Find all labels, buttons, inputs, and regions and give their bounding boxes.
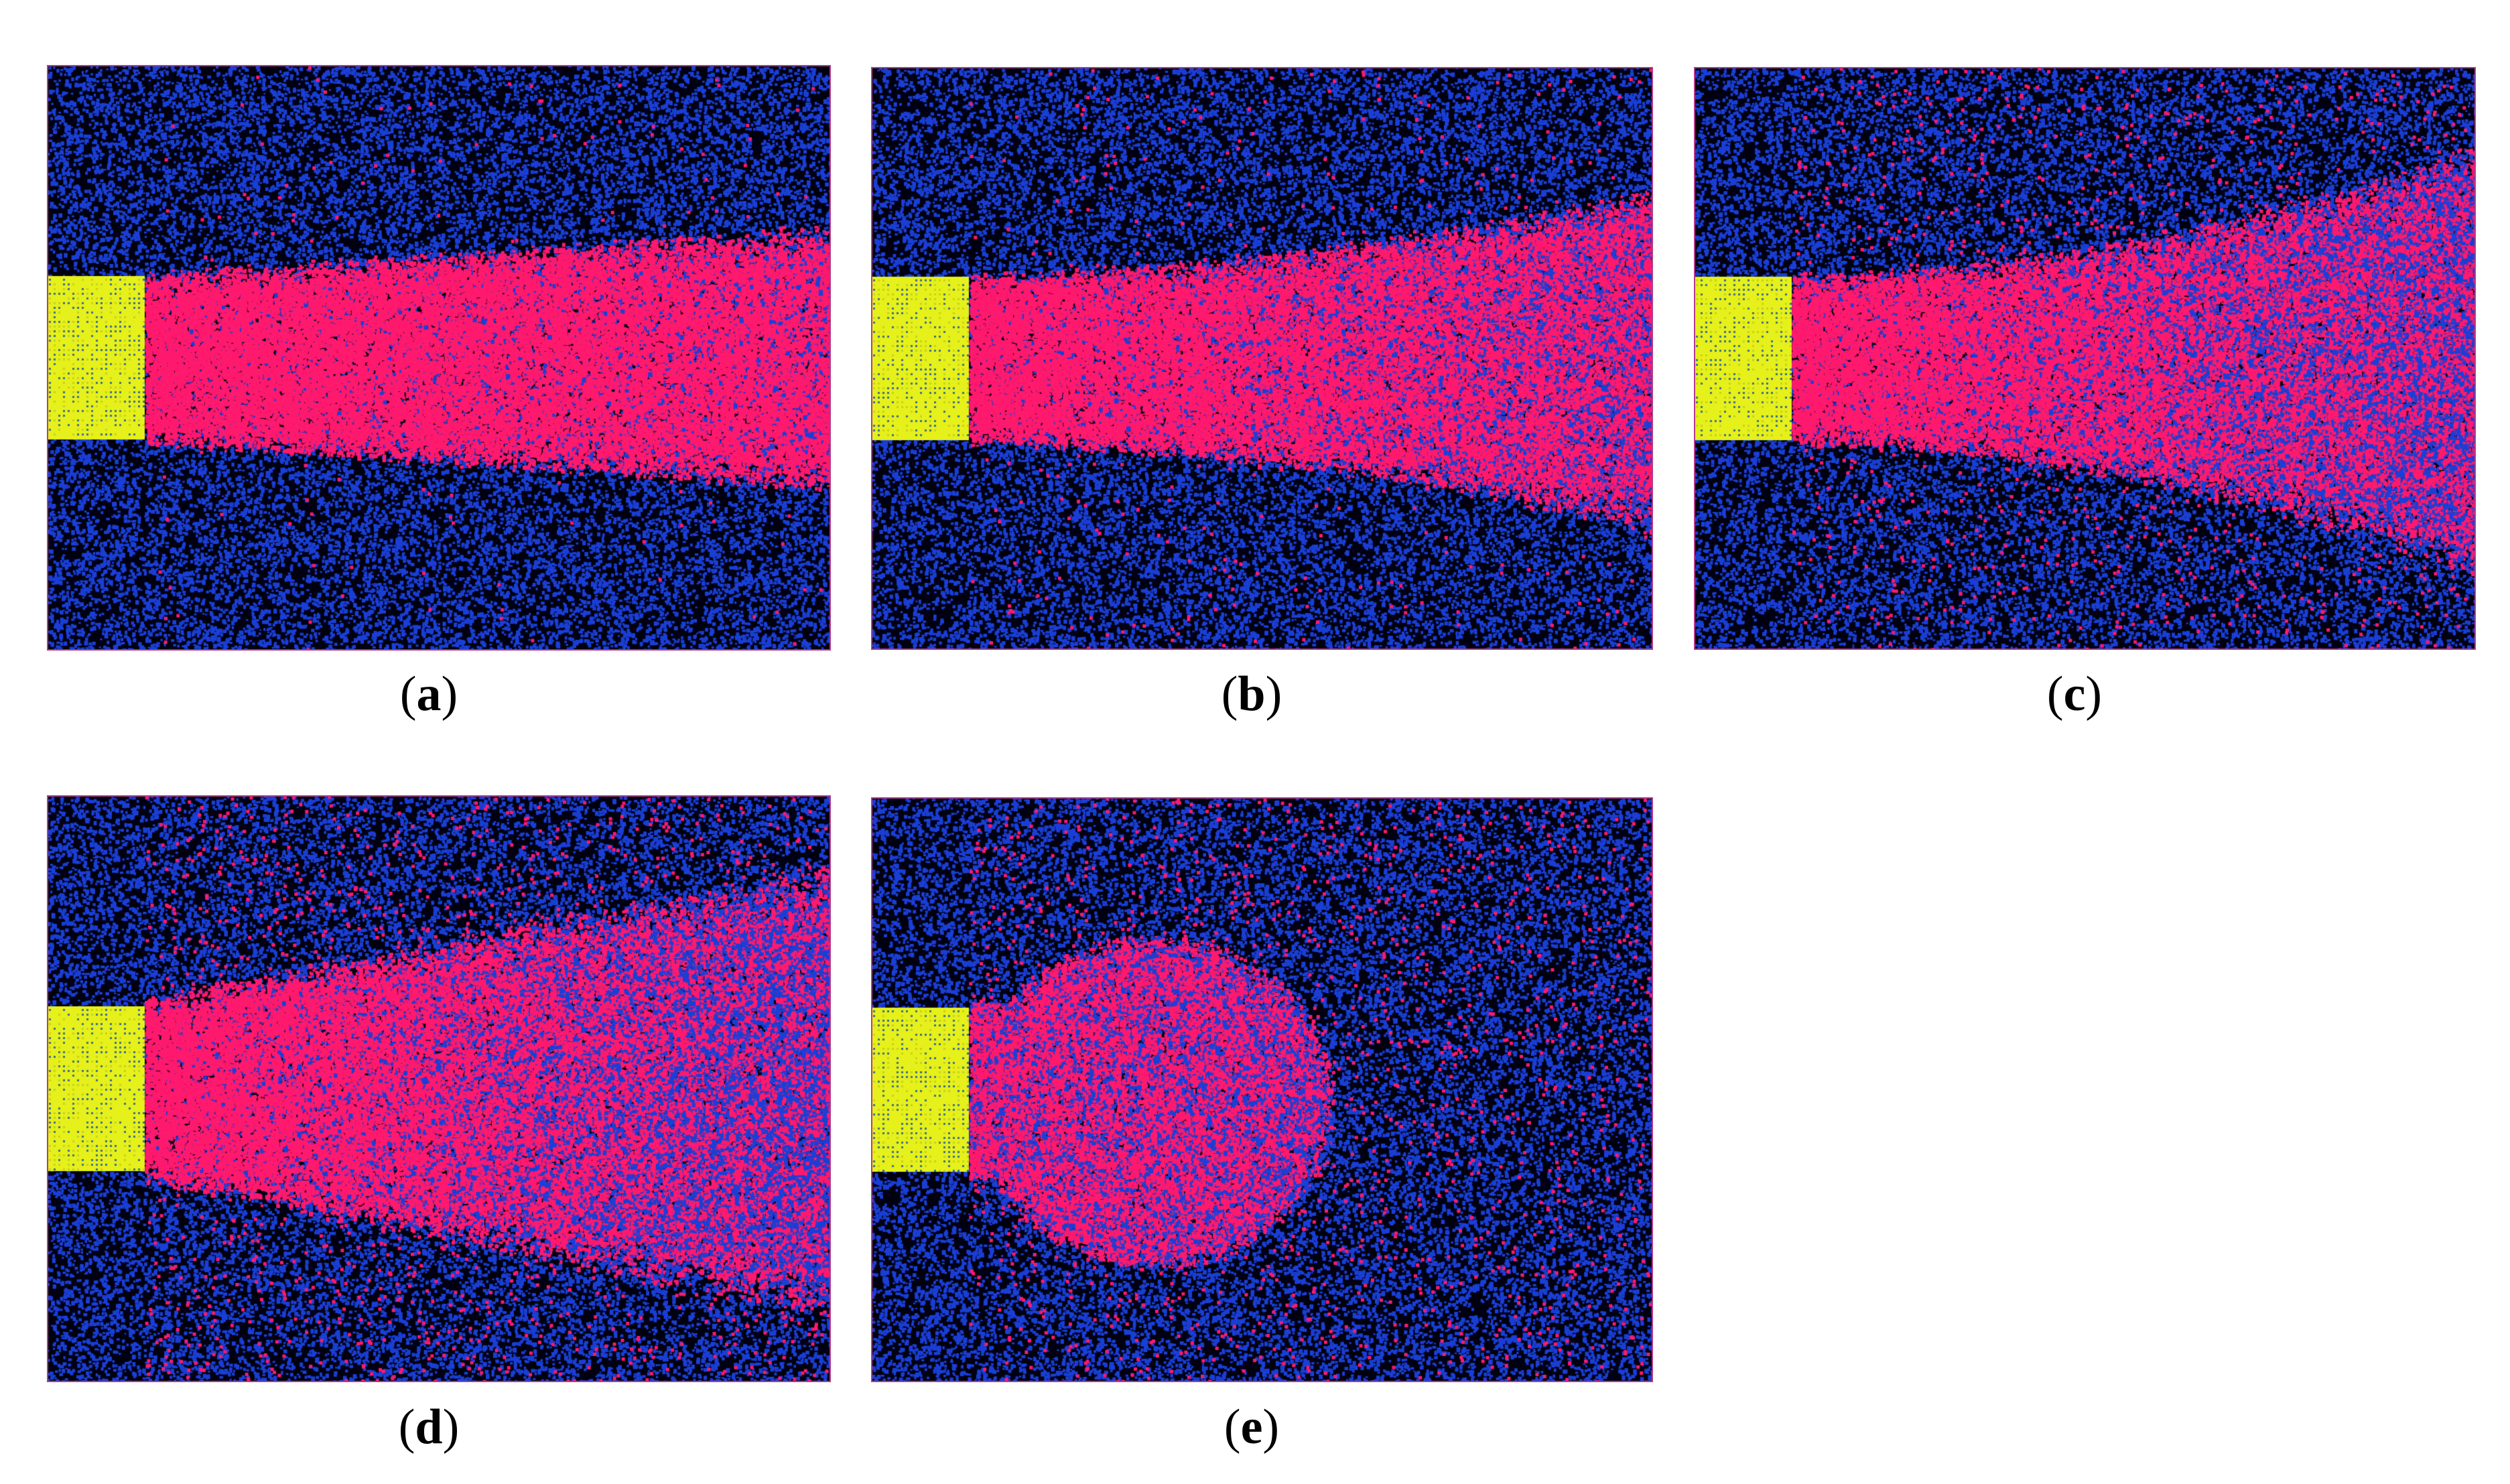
simulation-image-d: [47, 795, 831, 1382]
simulation-image-e: [871, 797, 1653, 1382]
caption-close: ): [2085, 667, 2103, 722]
caption-letter: e: [1240, 1400, 1263, 1455]
simulation-image-b: [871, 67, 1653, 650]
panel-b: [871, 67, 1653, 650]
caption-c: (c): [1940, 667, 2208, 721]
caption-close: ): [441, 667, 458, 722]
caption-b: (b): [1118, 667, 1386, 721]
panel-a: [47, 65, 831, 651]
caption-open: (: [1221, 667, 1238, 722]
caption-letter: b: [1238, 667, 1266, 722]
panel-d: [47, 795, 831, 1382]
caption-close: ): [1262, 1400, 1280, 1455]
caption-e: (e): [1118, 1400, 1386, 1454]
panel-e: [871, 797, 1653, 1382]
caption-close: ): [1265, 667, 1282, 722]
caption-a: (a): [295, 667, 563, 721]
caption-letter: d: [415, 1400, 443, 1455]
panel-c: [1694, 67, 2476, 650]
caption-letter: a: [416, 667, 442, 722]
caption-open: (: [399, 667, 417, 722]
caption-d: (d): [295, 1400, 563, 1454]
simulation-image-c: [1694, 67, 2476, 650]
simulation-image-a: [47, 65, 831, 651]
caption-open: (: [2046, 667, 2064, 722]
caption-open: (: [398, 1400, 415, 1455]
caption-open: (: [1224, 1400, 1241, 1455]
caption-close: ): [442, 1400, 460, 1455]
caption-letter: c: [2063, 667, 2086, 722]
